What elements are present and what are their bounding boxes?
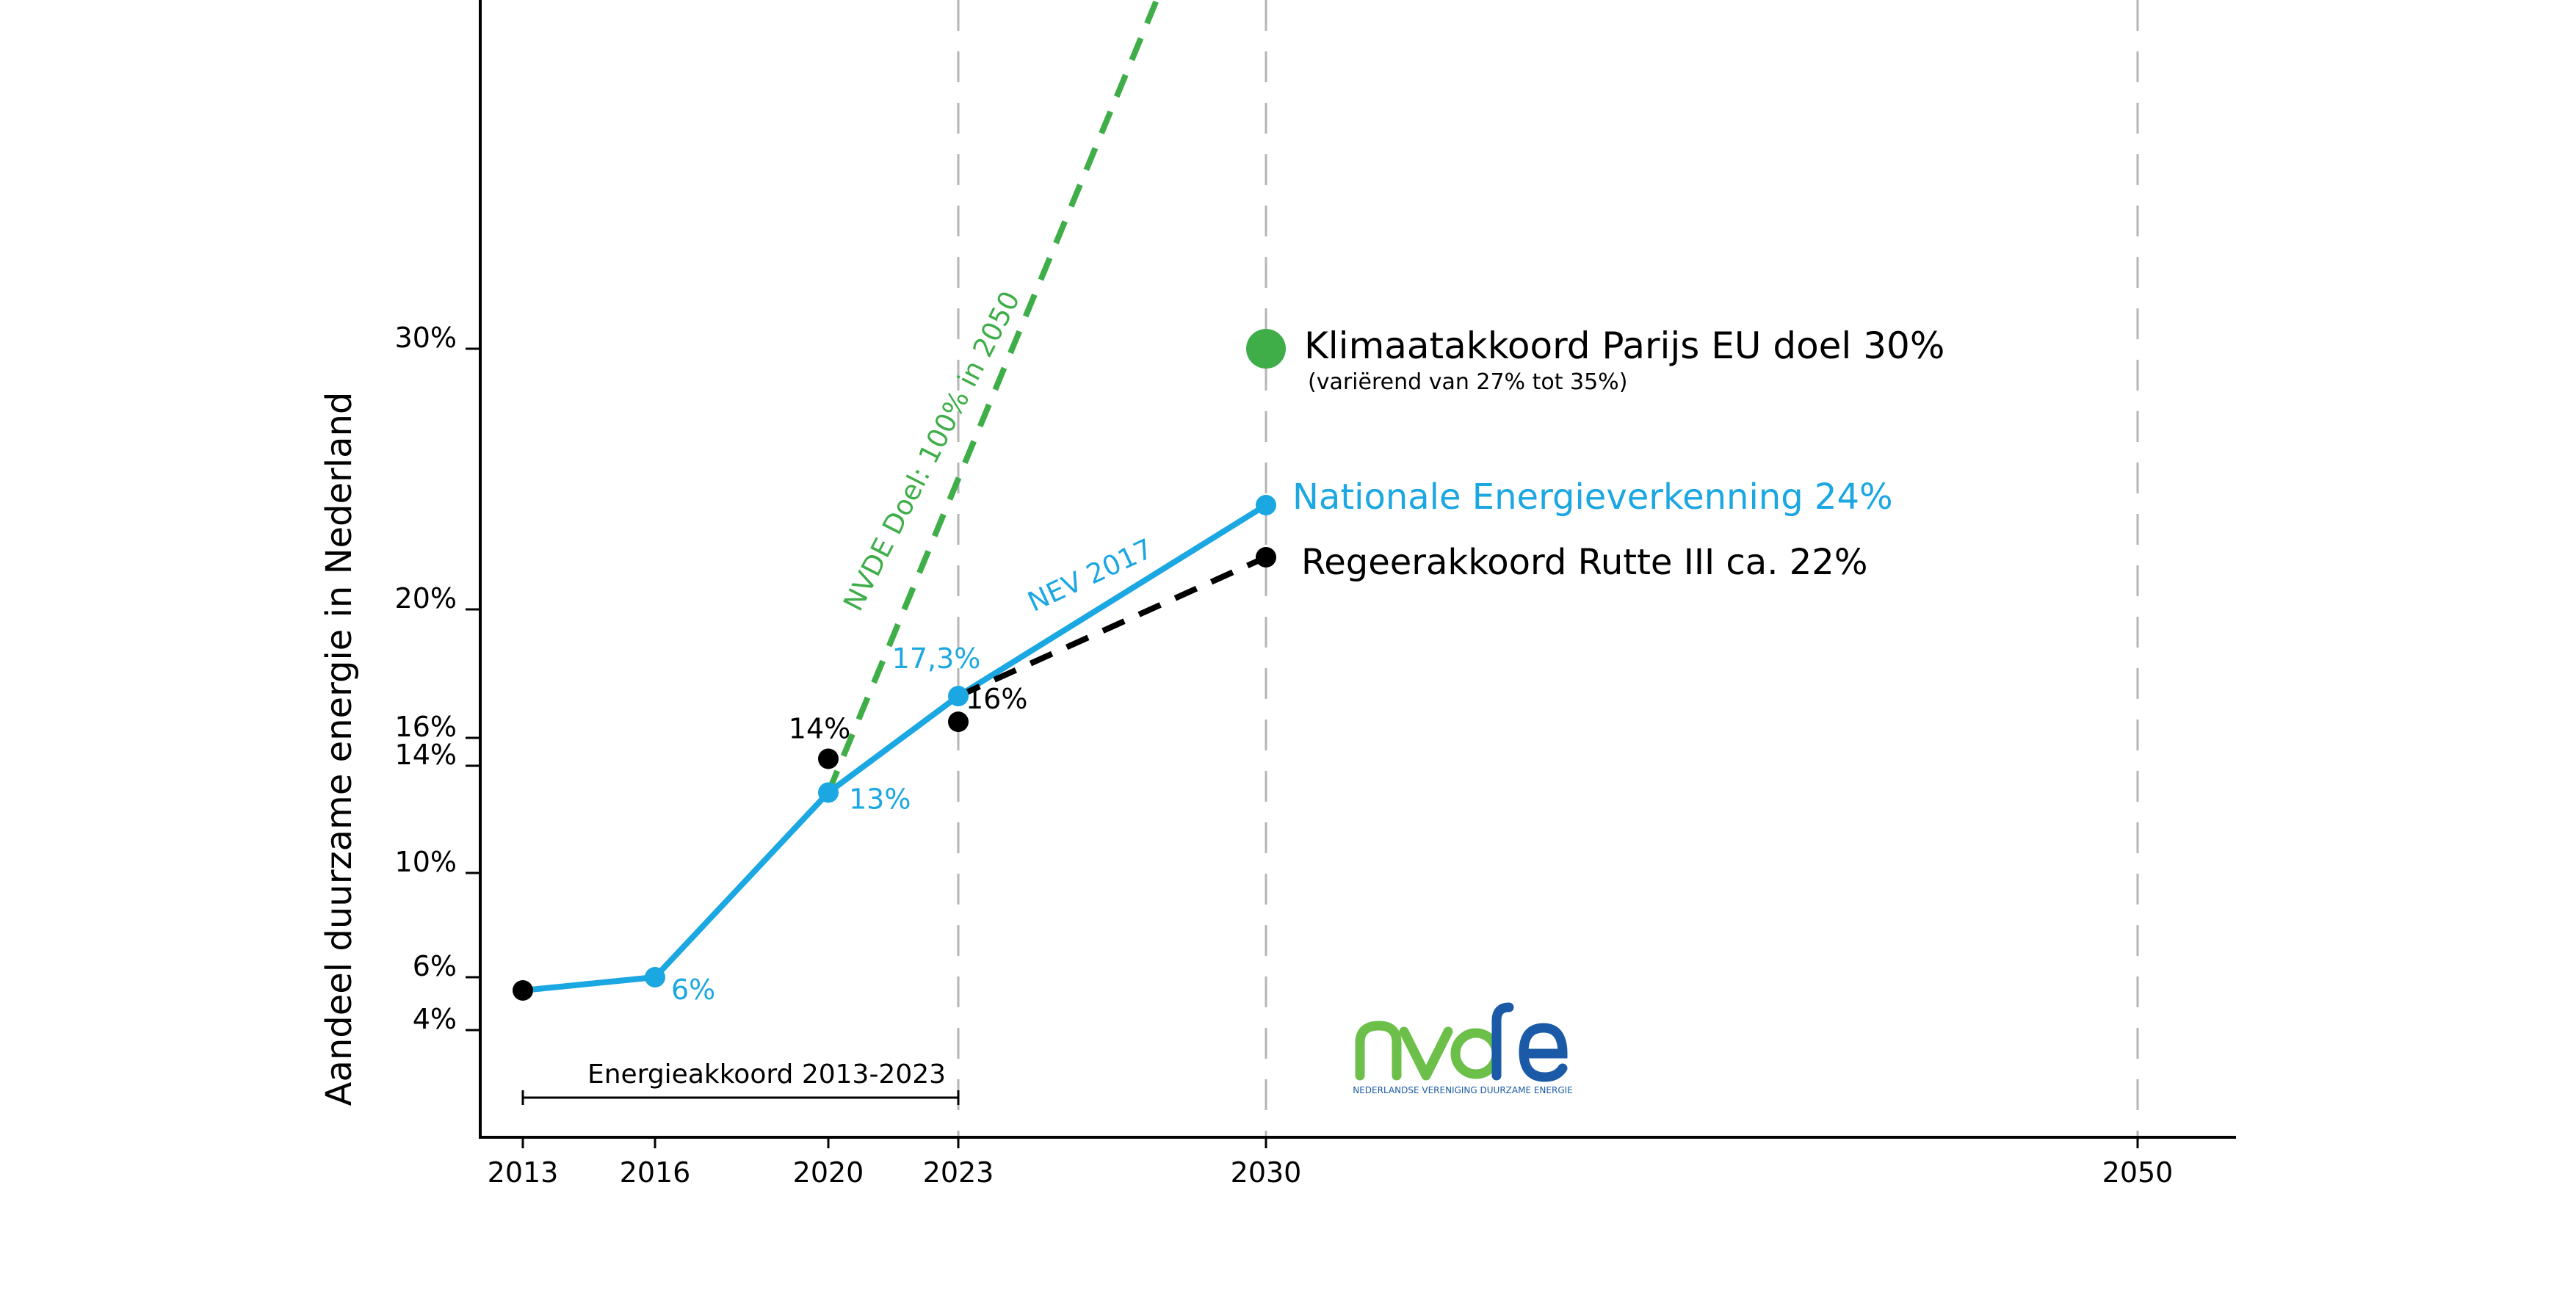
- series-line-2: [957, 554, 1267, 699]
- logo-subtitle: NEDERLANDSE VERENIGING DUURZAME ENERGIE: [1353, 1085, 1573, 1095]
- nev-point-2030: [1256, 495, 1276, 515]
- y-ticks: 4% 6% 10% 14%16% 20% 30%: [395, 322, 480, 1035]
- series-line-0: [522, 502, 1268, 993]
- x-tick-label-2013: 2013: [488, 1156, 559, 1189]
- logo-d-stem: [1491, 1002, 1514, 1081]
- nvde-series-label: NVDE Doel: 100% in 2050: [837, 286, 1026, 616]
- x-tick-label-2020: 2020: [793, 1156, 864, 1189]
- y-tick-label-10: 10%: [395, 846, 457, 878]
- black-point-label-2023: 16%: [966, 683, 1027, 715]
- nev-series-label: NEV 2017: [1023, 533, 1157, 618]
- nev-point-label-2020: 13%: [849, 783, 911, 816]
- nev-target-label: Nationale Energieverkenning 24%: [1292, 476, 1893, 518]
- axes: [479, 0, 2236, 1139]
- x-tick-label-2016: 2016: [620, 1156, 691, 1189]
- y-tick-label-20: 20%: [395, 582, 457, 615]
- logo-e: [1519, 1023, 1568, 1082]
- nvde-logo: NEDERLANDSE VERENIGING DUURZAME ENERGIE: [1353, 1002, 1573, 1095]
- black-point-2030: [1256, 547, 1276, 568]
- nev-point-2023: [948, 686, 969, 707]
- black-point-2020: [818, 748, 839, 769]
- y-tick-label-14: 14%: [395, 739, 457, 771]
- black-point-2013: [513, 980, 533, 1001]
- x-tick-label-2030: 2030: [1231, 1156, 1302, 1189]
- black-point-2023: [948, 711, 969, 733]
- x-ticks: 2013 2016 2020 2023 2030 2050: [488, 1137, 2174, 1189]
- nev-point-2016: [645, 967, 665, 987]
- black-point-label-2020: 14%: [789, 713, 850, 745]
- parijs-label: Klimaatakkoord Parijs EU doel 30%: [1304, 325, 1944, 367]
- nev-point-label-2023: 17,3%: [892, 642, 981, 675]
- series-line-1: [825, 0, 1160, 794]
- y-tick-label-30: 30%: [395, 322, 457, 354]
- dashed-gridlines: [957, 0, 2139, 1137]
- rutte-label: Regeerakkoord Rutte III ca. 22%: [1301, 542, 1867, 583]
- x-tick-label-2050: 2050: [2102, 1156, 2174, 1189]
- logo-n: [1355, 1021, 1402, 1081]
- nev-point-label-2016: 6%: [671, 974, 715, 1006]
- nev-point-2020: [818, 782, 839, 803]
- logo-v: [1399, 1026, 1453, 1081]
- y-tick-label-4: 4%: [413, 1003, 457, 1035]
- y-tick-label-16: 16%: [395, 711, 457, 743]
- logo-d-bowl: [1450, 1028, 1502, 1079]
- y-tick-label-6: 6%: [413, 950, 457, 982]
- x-tick-label-2023: 2023: [923, 1156, 994, 1189]
- parijs-target-point: [1246, 329, 1286, 369]
- energieakkoord-bracket: [521, 1090, 960, 1105]
- bracket-label: Energieakkoord 2013-2023: [587, 1059, 946, 1090]
- y-axis-label: Aandeel duurzame energie in Nederland: [319, 392, 360, 1106]
- parijs-sublabel: (variërend van 27% tot 35%): [1308, 369, 1627, 395]
- data-points: 6% 13% 17,3% 14% 16%: [513, 329, 1286, 1006]
